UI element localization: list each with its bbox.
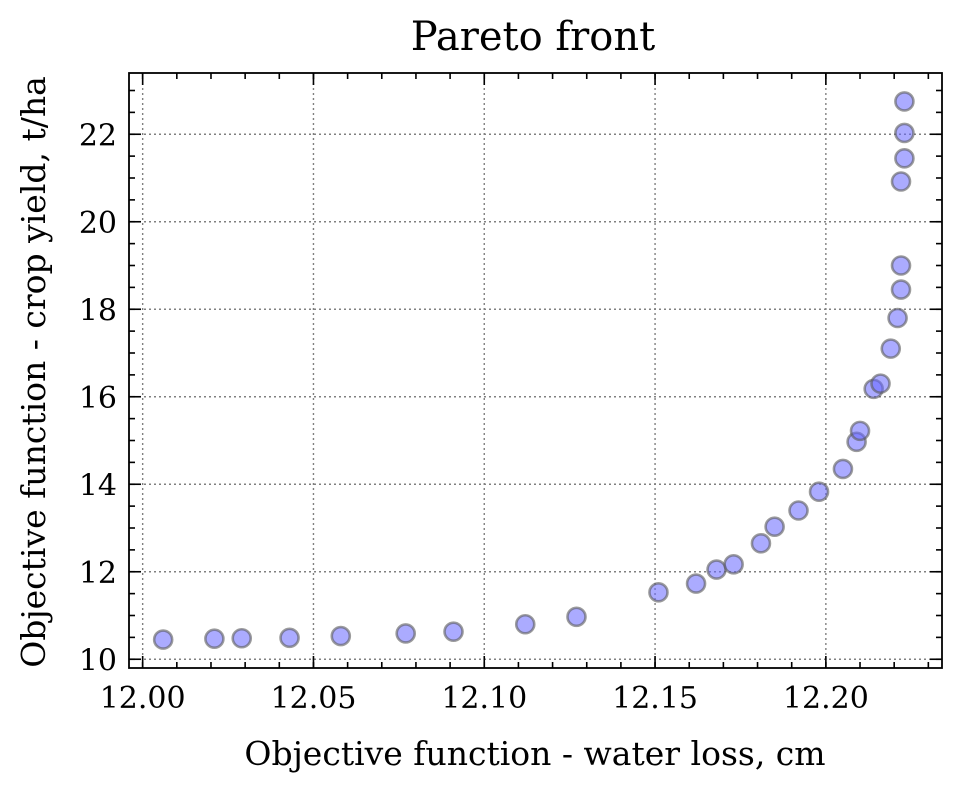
data-point [706,559,727,580]
x-axis-label: Objective function - water loss, cm [244,734,825,773]
y-tick-label: 14 [79,468,117,503]
plot-frame [128,72,943,669]
data-point [231,627,253,649]
y-tick-label: 22 [79,118,117,153]
data-point [279,627,300,649]
x-tick-labels: 12.00 12.05 12.10 12.15 12.20 [100,681,869,716]
data-points [152,91,915,650]
data-point [890,255,912,276]
data-point [514,613,536,635]
axis-ticks [129,73,942,668]
data-point [880,338,902,359]
data-point [330,625,352,647]
x-tick-label: 12.20 [783,681,869,716]
data-point [894,148,915,169]
x-tick-label: 12.00 [100,681,186,716]
data-point [894,122,915,144]
data-point [152,629,174,650]
data-point [685,573,707,594]
y-tick-labels: 10 12 14 16 18 20 22 [79,118,117,678]
x-tick-label: 12.15 [612,681,698,716]
data-point [887,307,908,329]
data-point [750,533,772,554]
data-point [566,606,587,628]
y-tick-label: 20 [79,206,117,241]
data-point [648,582,669,603]
data-point [832,458,854,480]
y-axis-label: Objective function - crop yield, t/ha [14,76,53,668]
data-point [890,171,912,192]
data-point [890,279,912,300]
y-tick-label: 16 [79,381,117,416]
data-point [443,621,464,642]
chart-title: Pareto front [411,14,655,60]
data-point [808,481,830,502]
data-point [395,623,416,644]
data-point [764,516,785,537]
data-point [204,628,225,649]
data-point [723,554,744,575]
y-tick-label: 12 [79,556,117,591]
grid-lines [129,73,942,668]
x-tick-label: 12.05 [271,681,357,716]
data-point [788,500,809,521]
x-tick-label: 12.10 [441,681,527,716]
data-point [894,91,915,112]
data-point [870,373,891,394]
y-tick-label: 10 [79,643,117,678]
data-point [849,420,871,442]
y-tick-label: 18 [79,293,117,328]
